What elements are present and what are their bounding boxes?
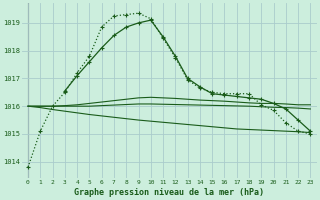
X-axis label: Graphe pression niveau de la mer (hPa): Graphe pression niveau de la mer (hPa) [74,188,264,197]
